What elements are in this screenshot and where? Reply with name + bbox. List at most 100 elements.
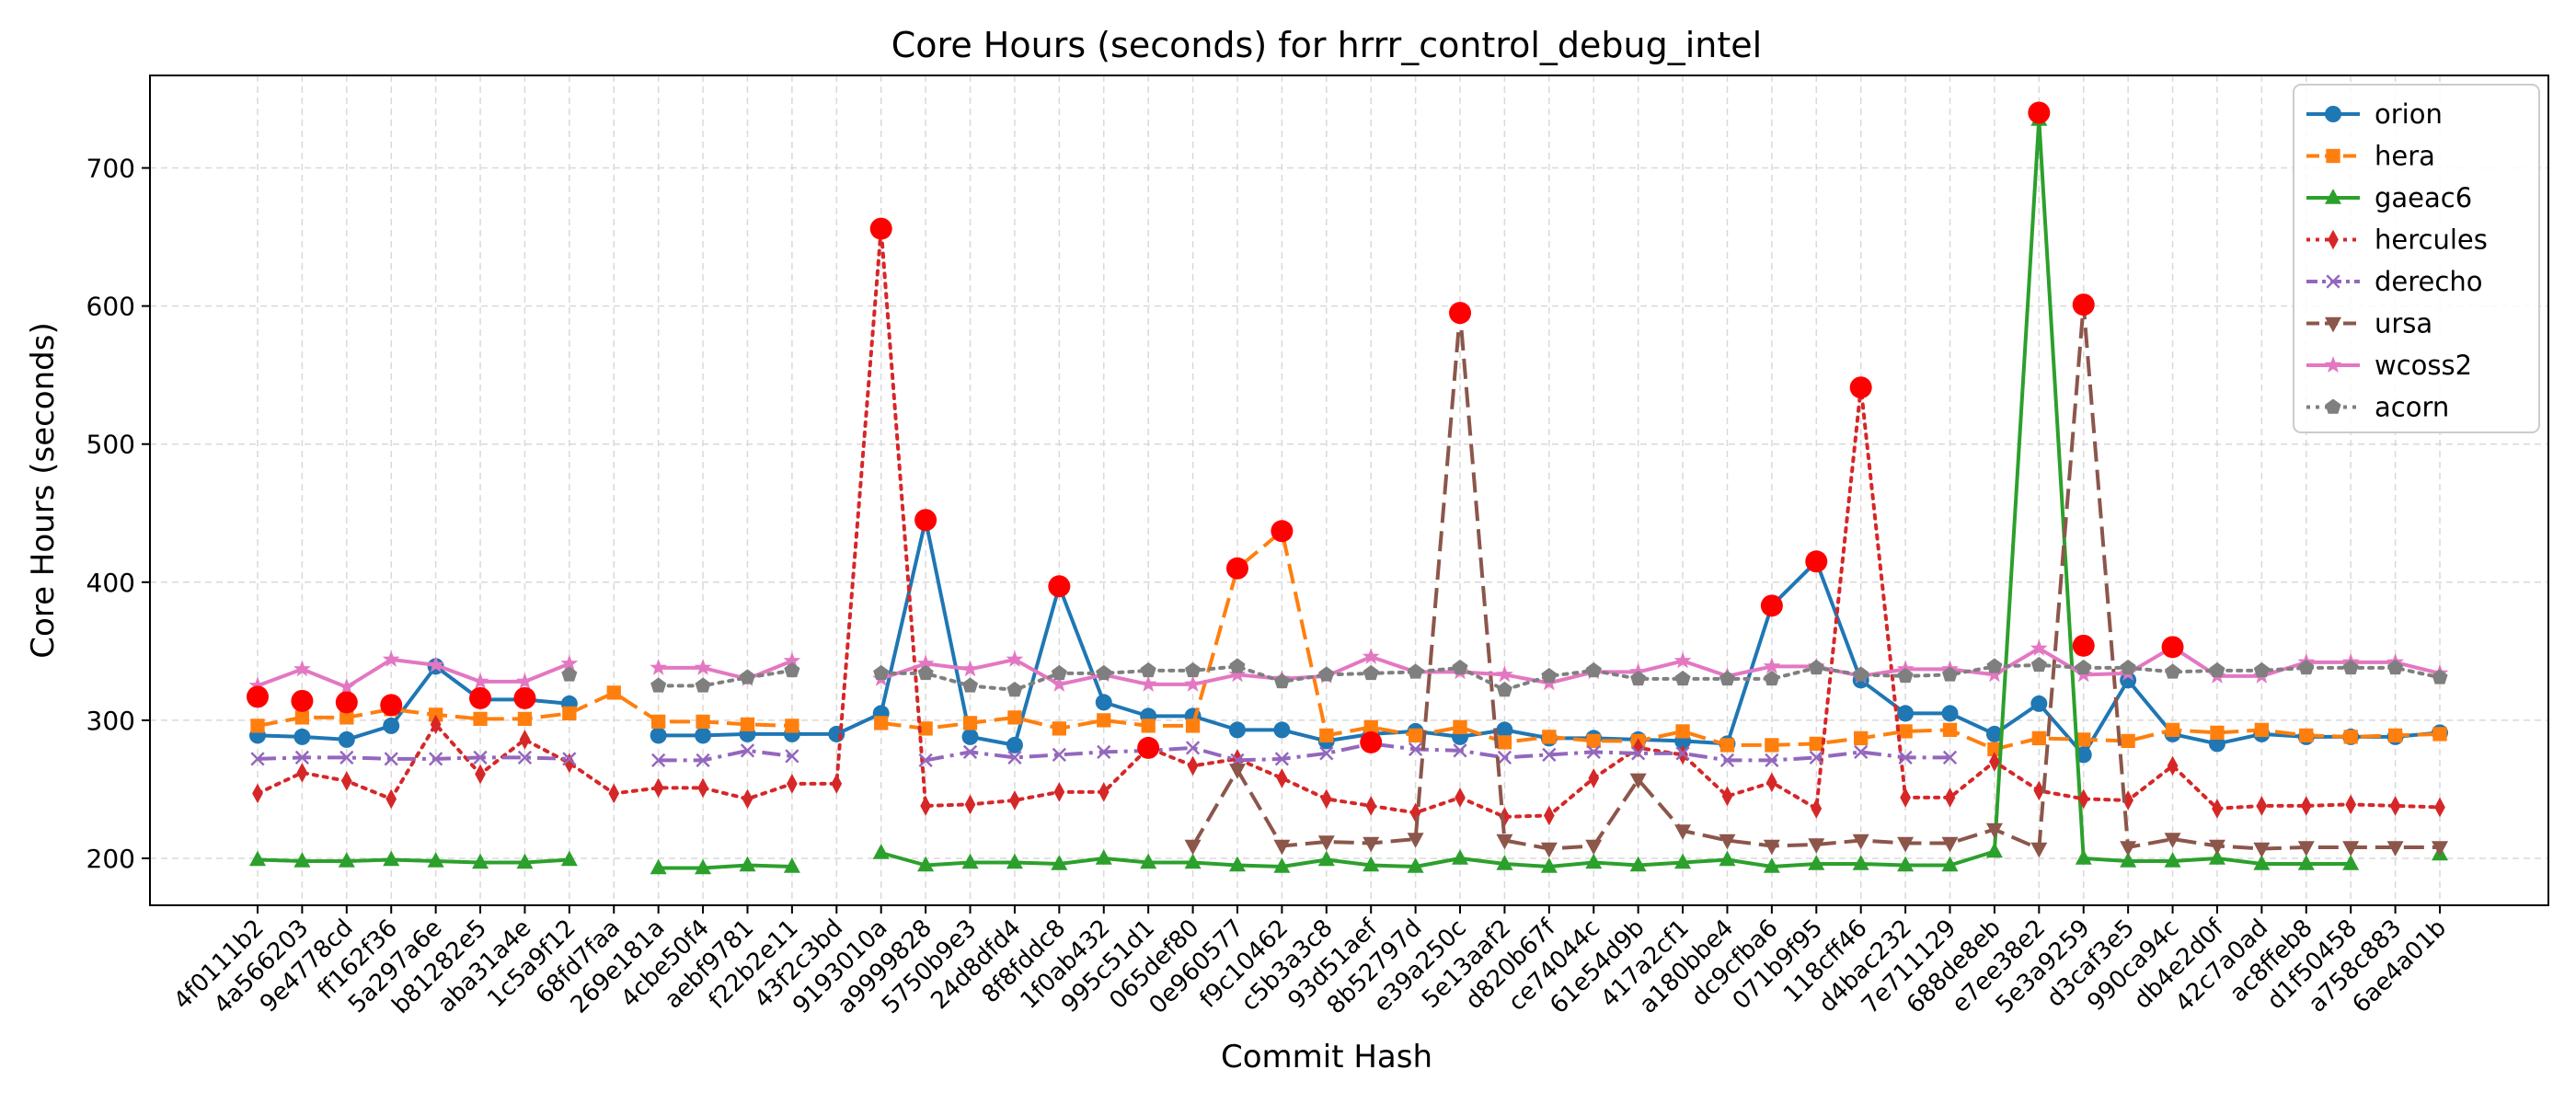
data-point-hercules: [475, 764, 486, 785]
data-point-hercules: [1588, 768, 1600, 788]
data-point-gaeac6: [249, 850, 266, 867]
data-point-derecho: [1719, 753, 1735, 768]
data-point-derecho: [1854, 744, 1869, 760]
data-point-gaeac6: [917, 856, 935, 872]
data-point-orion: [1985, 725, 2003, 742]
y-tick-label: 500: [86, 430, 135, 460]
data-point-gaeac6: [783, 857, 800, 873]
data-point-orion: [695, 727, 712, 744]
data-point-hercules: [564, 753, 575, 774]
data-point-gaeac6: [739, 856, 756, 872]
data-point-orion: [2120, 672, 2137, 689]
data-point-hercules: [1811, 799, 1823, 819]
legend-marker: [2325, 316, 2341, 333]
highlight-point: [247, 685, 269, 708]
data-point-orion: [1095, 694, 1112, 711]
data-point-hera: [1675, 724, 1690, 739]
data-point-gaeac6: [293, 852, 311, 868]
data-point-hercules: [2033, 780, 2045, 801]
data-point-hercules: [2167, 755, 2179, 776]
data-point-derecho: [696, 753, 710, 768]
data-point-ursa: [2342, 841, 2360, 857]
data-point-hera: [606, 685, 621, 700]
data-point-wcoss2: [1184, 675, 1202, 692]
data-point-acorn: [1630, 670, 1647, 686]
data-point-acorn: [1496, 681, 1512, 697]
data-point-hera: [1497, 735, 1512, 750]
data-point-acorn: [1273, 673, 1290, 689]
series-line-acorn: [656, 668, 794, 688]
data-point-derecho: [1007, 750, 1022, 765]
data-point-orion: [961, 728, 979, 745]
data-point-gaeac6: [1674, 853, 1692, 869]
data-point-hera: [1719, 738, 1735, 753]
data-point-orion: [1228, 721, 1246, 739]
x-axis-label: Commit Hash: [1221, 1039, 1432, 1075]
data-point-gaeac6: [1897, 856, 1915, 872]
data-point-hera: [1141, 719, 1156, 733]
data-point-hera: [874, 716, 889, 730]
data-point-ursa: [1897, 836, 1915, 853]
data-point-acorn: [561, 666, 578, 682]
data-point-acorn: [917, 664, 934, 681]
data-point-gaeac6: [1051, 855, 1068, 870]
data-point-gaeac6: [2342, 855, 2360, 870]
legend-marker: [2325, 189, 2341, 204]
data-point-derecho: [562, 752, 577, 766]
data-point-gaeac6: [1273, 857, 1291, 873]
data-point-gaeac6: [2120, 852, 2137, 868]
data-point-ursa: [1273, 839, 1291, 856]
highlight-point: [1048, 575, 1071, 598]
data-point-acorn: [1051, 664, 1067, 681]
data-point-derecho: [250, 752, 265, 766]
data-point-derecho: [1408, 742, 1423, 757]
data-point-orion: [2030, 695, 2048, 712]
data-point-ursa: [1852, 834, 1869, 850]
data-point-hercules: [385, 788, 397, 810]
series-layer: [248, 110, 2449, 875]
data-point-ursa: [2386, 841, 2404, 857]
data-point-derecho: [1185, 741, 1201, 755]
data-point-ursa: [1407, 833, 1424, 848]
data-point-gaeac6: [1184, 853, 1202, 869]
data-point-hera: [2343, 730, 2358, 744]
data-point-hera: [2254, 722, 2270, 738]
highlight-point: [1805, 550, 1828, 573]
data-point-wcoss2: [560, 654, 579, 672]
data-point-acorn: [1764, 670, 1780, 686]
legend-entry-hera: hera: [2306, 141, 2435, 172]
data-point-hera: [517, 711, 533, 727]
data-point-hercules: [2077, 788, 2089, 810]
data-point-orion: [1273, 721, 1291, 739]
data-point-ursa: [2030, 842, 2048, 858]
data-point-acorn: [1942, 666, 1959, 682]
highlight-point: [1137, 736, 1160, 759]
data-point-hercules: [697, 777, 708, 799]
legend: orion hera gaeac6 hercules derecho ursa wcoss2…: [2293, 84, 2540, 433]
data-point-hercules: [1632, 738, 1644, 758]
data-point-hera: [2076, 732, 2091, 747]
data-point-gaeac6: [1985, 842, 2003, 858]
data-point-gaeac6: [961, 853, 979, 869]
series-gaeac6: [249, 110, 2448, 875]
data-point-hera: [1007, 710, 1022, 725]
data-point-gaeac6: [1140, 853, 1157, 869]
data-point-acorn: [1585, 661, 1602, 678]
data-point-hera: [1987, 742, 2002, 757]
data-point-gaeac6: [2208, 849, 2225, 865]
legend-entry-wcoss2: wcoss2: [2306, 350, 2472, 381]
data-point-acorn: [1541, 667, 1558, 684]
data-point-wcoss2: [1673, 651, 1692, 669]
series-line-gaeac6: [658, 863, 792, 870]
y-axis-ticks: 200 300 400 500 600 700: [86, 154, 150, 874]
data-point-gaeac6: [695, 858, 712, 875]
series-ursa: [1184, 298, 2448, 858]
data-point-gaeac6: [1763, 857, 1780, 873]
data-point-acorn: [1897, 667, 1914, 684]
data-point-hercules: [1320, 788, 1332, 810]
series-line-gaeac6: [257, 857, 570, 865]
legend-label: orion: [2375, 98, 2443, 130]
data-point-gaeac6: [1941, 856, 1959, 872]
data-point-acorn: [2387, 659, 2404, 675]
data-point-wcoss2: [427, 656, 444, 673]
